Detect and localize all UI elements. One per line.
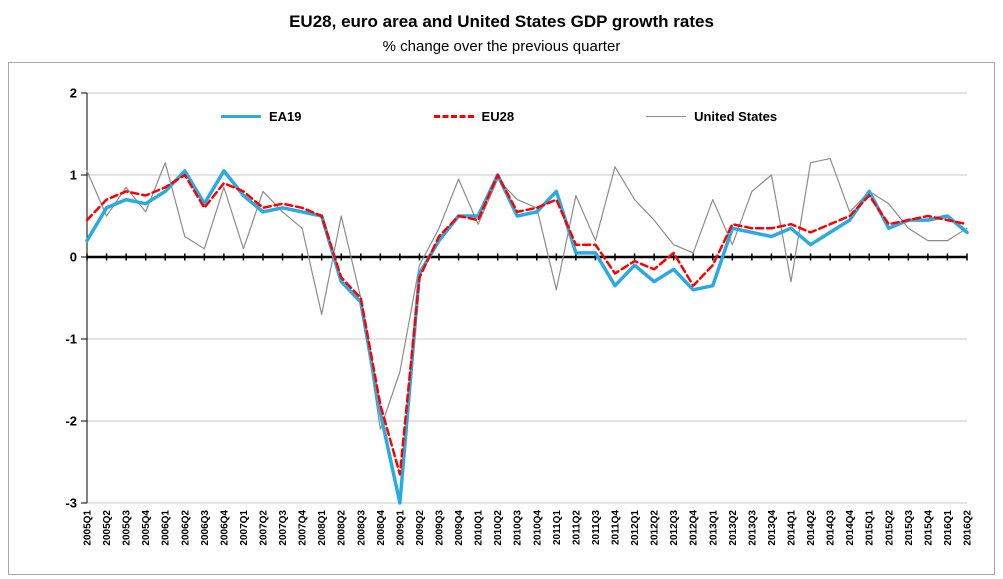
svg-text:2007Q1: 2007Q1 <box>239 510 250 546</box>
svg-text:2013Q4: 2013Q4 <box>767 510 778 546</box>
svg-text:2005Q1: 2005Q1 <box>83 510 94 546</box>
svg-text:2009Q3: 2009Q3 <box>435 510 446 546</box>
gdp-growth-line-chart: 2 1 0 -1 -2 -3 2005Q1 2005Q2 2005Q3 2005Q4 2006Q1 2… <box>65 86 974 546</box>
svg-text:2015Q4: 2015Q4 <box>923 510 934 546</box>
legend-label-ea19: EA19 <box>269 109 302 124</box>
svg-text:2016Q1: 2016Q1 <box>943 510 954 546</box>
svg-text:2008Q1: 2008Q1 <box>317 510 328 546</box>
svg-text:2012Q4: 2012Q4 <box>689 510 700 546</box>
svg-text:2009Q1: 2009Q1 <box>395 510 406 546</box>
ea19-line-sample-icon <box>221 114 261 119</box>
svg-text:2014Q4: 2014Q4 <box>845 510 856 546</box>
svg-text:-3: -3 <box>65 496 77 511</box>
svg-text:2008Q3: 2008Q3 <box>356 510 367 546</box>
svg-text:2016Q2: 2016Q2 <box>963 510 974 546</box>
svg-text:-2: -2 <box>65 414 77 429</box>
legend-item-united-states: United States <box>646 109 777 124</box>
svg-text:2005Q3: 2005Q3 <box>122 510 133 546</box>
svg-text:2009Q2: 2009Q2 <box>415 510 426 546</box>
svg-text:-1: -1 <box>65 332 77 347</box>
svg-text:2013Q2: 2013Q2 <box>728 510 739 546</box>
legend-label-united-states: United States <box>694 109 778 124</box>
legend: EA19 EU28 United States <box>221 109 777 124</box>
svg-text:2005Q4: 2005Q4 <box>141 510 152 546</box>
svg-text:2013Q3: 2013Q3 <box>747 510 758 546</box>
svg-text:2007Q2: 2007Q2 <box>259 510 270 546</box>
svg-text:2015Q3: 2015Q3 <box>904 510 915 546</box>
svg-text:2006Q4: 2006Q4 <box>219 510 230 546</box>
svg-text:2006Q2: 2006Q2 <box>180 510 191 546</box>
svg-text:2010Q3: 2010Q3 <box>513 510 524 546</box>
eu28-line-sample-icon <box>433 115 474 118</box>
svg-text:2007Q3: 2007Q3 <box>278 510 289 546</box>
svg-text:2012Q2: 2012Q2 <box>650 510 661 546</box>
legend-item-ea19: EA19 <box>221 109 302 124</box>
svg-text:2015Q2: 2015Q2 <box>884 510 895 546</box>
svg-text:2007Q4: 2007Q4 <box>298 510 309 546</box>
united-states-line-sample-icon <box>646 115 687 118</box>
svg-text:2012Q3: 2012Q3 <box>669 510 680 546</box>
svg-text:1: 1 <box>70 168 77 183</box>
chart-title: EU28, euro area and United States GDP gr… <box>289 12 714 31</box>
chart-subtitle: % change over the previous quarter <box>382 38 621 55</box>
legend-label-eu28: EU28 <box>481 109 515 124</box>
svg-text:2008Q2: 2008Q2 <box>337 510 348 546</box>
svg-text:2006Q3: 2006Q3 <box>200 510 211 546</box>
svg-text:2: 2 <box>70 86 77 101</box>
svg-text:2005Q2: 2005Q2 <box>102 510 113 546</box>
svg-text:2006Q1: 2006Q1 <box>161 510 172 546</box>
svg-text:2015Q1: 2015Q1 <box>865 510 876 546</box>
svg-text:2008Q4: 2008Q4 <box>376 510 387 546</box>
svg-text:2011Q1: 2011Q1 <box>552 510 563 545</box>
svg-text:2014Q3: 2014Q3 <box>826 510 837 546</box>
svg-text:2011Q4: 2011Q4 <box>611 510 622 545</box>
chart-area: 2 1 0 -1 -2 -3 2005Q1 2005Q2 2005Q3 2005Q4 2006Q1 2… <box>8 62 995 575</box>
svg-text:2012Q1: 2012Q1 <box>630 510 641 546</box>
svg-text:2010Q4: 2010Q4 <box>532 510 543 546</box>
svg-text:2011Q2: 2011Q2 <box>571 510 582 545</box>
svg-text:2009Q4: 2009Q4 <box>454 510 465 546</box>
svg-text:2010Q1: 2010Q1 <box>474 510 485 546</box>
svg-text:2014Q1: 2014Q1 <box>787 510 798 546</box>
svg-text:2013Q1: 2013Q1 <box>708 510 719 546</box>
legend-item-eu28: EU28 <box>433 109 515 124</box>
svg-text:0: 0 <box>70 250 77 265</box>
svg-text:2014Q2: 2014Q2 <box>806 510 817 546</box>
svg-text:2010Q2: 2010Q2 <box>493 510 504 546</box>
svg-text:2011Q3: 2011Q3 <box>591 510 602 545</box>
